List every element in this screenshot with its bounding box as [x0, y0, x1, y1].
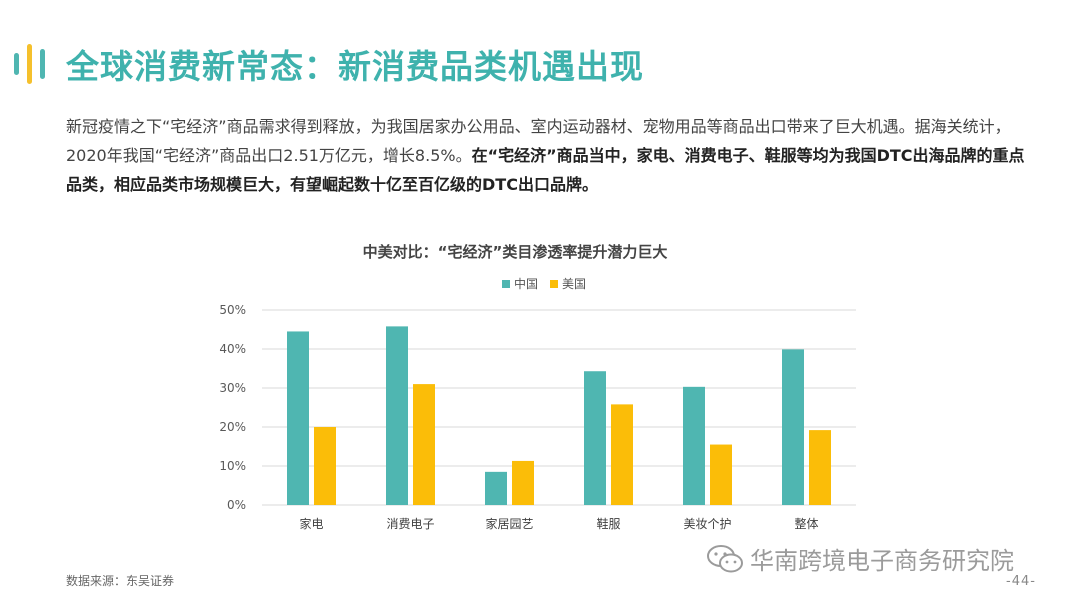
- x-tick-label: 消费电子: [386, 517, 434, 531]
- y-tick-label: 50%: [219, 303, 246, 317]
- x-tick-label: 家电: [299, 516, 323, 531]
- x-tick-label: 美妆个护: [683, 517, 731, 531]
- y-tick-label: 40%: [219, 342, 246, 356]
- legend-label: 美国: [562, 277, 586, 291]
- bar-usa: [710, 444, 732, 505]
- deco-bar: [27, 44, 32, 84]
- bar-usa: [611, 404, 633, 505]
- bar-usa: [809, 430, 831, 505]
- legend-swatch: [550, 280, 558, 288]
- y-tick-label: 10%: [219, 459, 246, 473]
- chart-title: 中美对比：“宅经济”类目渗透率提升潜力巨大: [363, 243, 668, 261]
- y-tick-label: 30%: [219, 381, 246, 395]
- legend-swatch: [502, 280, 510, 288]
- bar-china: [386, 326, 408, 505]
- intro-paragraph: 新冠疫情之下“宅经济”商品需求得到释放，为我国居家办公用品、室内运动器材、宠物用…: [66, 112, 1026, 199]
- bar-china: [683, 386, 705, 505]
- y-tick-label: 0%: [227, 498, 246, 512]
- deco-bar: [40, 49, 45, 79]
- bar-china: [584, 371, 606, 505]
- bar-usa: [512, 460, 534, 505]
- wechat-icon: [707, 544, 743, 572]
- data-source: 数据来源：东吴证券: [66, 574, 175, 588]
- title-decoration: [14, 44, 48, 84]
- intro-text: 新冠疫情之下“宅经济”商品需求得到释放，为我国居家办公用品、室内运动器材、宠物用…: [66, 117, 1011, 165]
- bar-china: [485, 471, 507, 505]
- legend-label: 中国: [514, 276, 538, 291]
- x-tick-label: 整体: [794, 516, 818, 531]
- bar-usa: [413, 384, 435, 505]
- deco-bar: [14, 53, 19, 75]
- bar-china: [782, 349, 804, 505]
- x-tick-label: 鞋服: [596, 516, 620, 531]
- watermark: 华南跨境电子商务研究院: [706, 541, 1014, 576]
- page-title: 全球消费新常态：新消费品类机遇出现: [66, 47, 644, 86]
- x-tick-label: 家居园艺: [485, 516, 533, 531]
- page-number: -44-: [1006, 574, 1036, 589]
- bar-usa: [314, 427, 336, 505]
- watermark-text: 华南跨境电子商务研究院: [750, 547, 1014, 575]
- y-tick-label: 20%: [219, 420, 246, 434]
- bar-china: [287, 331, 309, 505]
- intro-bold-text: 在“宅经济”商品当中，家电、消费电子、鞋服等均为我国DTC出海品牌的重点品类，相…: [66, 146, 1025, 194]
